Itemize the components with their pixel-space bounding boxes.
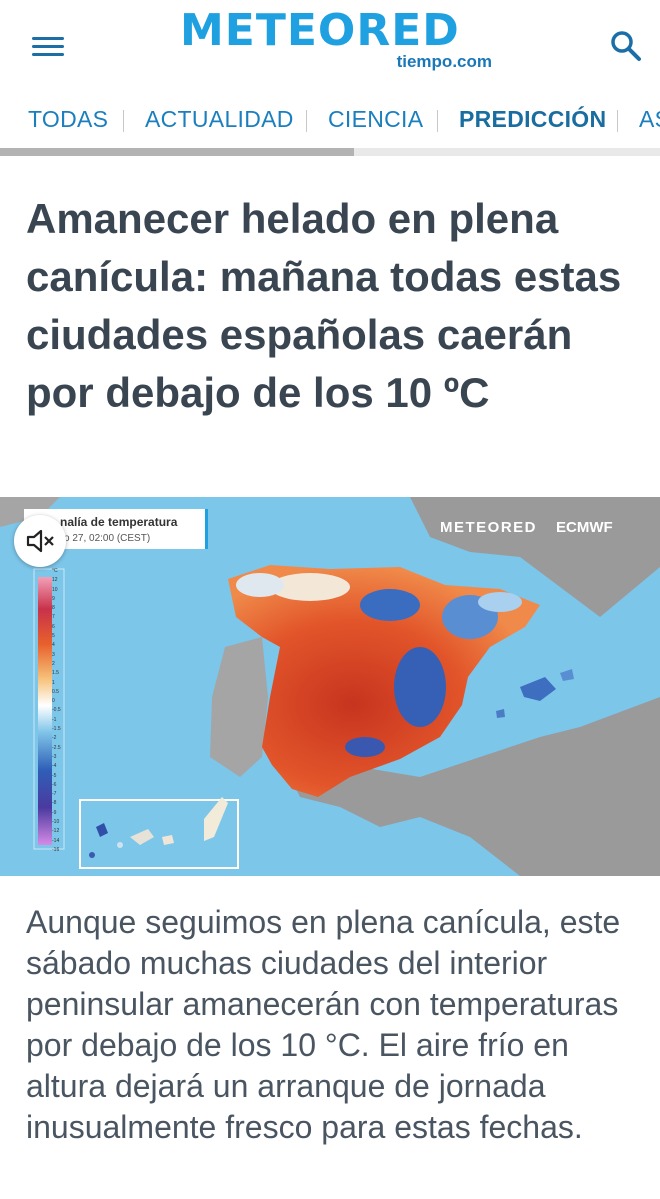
logo-wordmark: METEORED bbox=[180, 5, 460, 56]
nav-divider bbox=[617, 110, 618, 132]
legend-tick-label: 12 bbox=[52, 577, 58, 584]
logo-subdomain: tiempo.com bbox=[396, 52, 492, 71]
legend-unit: °C bbox=[52, 568, 58, 574]
nav-divider bbox=[437, 110, 438, 132]
legend-tick-label: 0 bbox=[52, 698, 55, 705]
nav-divider bbox=[123, 110, 124, 132]
nav-divider bbox=[306, 110, 307, 132]
legend-tick-label: -2 bbox=[52, 735, 57, 742]
site-header: METEORED tiempo.com bbox=[0, 0, 660, 92]
legend-tick-label: -3 bbox=[52, 753, 57, 760]
legend-tick-label: -12 bbox=[52, 828, 60, 835]
article-lead: Aunque seguimos en plena canícula, este … bbox=[26, 904, 621, 1145]
legend-tick-label: 7 bbox=[52, 614, 55, 621]
nav-scrollbar[interactable] bbox=[0, 148, 354, 156]
legend-tick-label: -10 bbox=[52, 819, 60, 826]
legend-tick-label: 1 bbox=[52, 679, 55, 686]
site-logo[interactable]: METEORED tiempo.com bbox=[178, 6, 498, 76]
legend-tick-label: -1 bbox=[52, 716, 57, 723]
article-title: Amanecer helado en plena canícula: mañan… bbox=[26, 195, 622, 416]
legend-tick-label: -1.5 bbox=[52, 726, 61, 733]
mute-button[interactable] bbox=[14, 515, 66, 567]
legend-tick-label: -0.5 bbox=[52, 707, 61, 714]
legend-tick-label: -9 bbox=[52, 809, 57, 816]
map-brand-meteored: METEORED bbox=[440, 519, 538, 536]
legend-tick-label: 4 bbox=[52, 642, 55, 649]
tab-astronomia[interactable]: AS bbox=[639, 106, 660, 132]
hamburger-menu-icon[interactable] bbox=[28, 30, 68, 62]
search-icon[interactable] bbox=[608, 28, 644, 64]
legend-tick-label: 9 bbox=[52, 595, 55, 602]
legend-tick-label: -5 bbox=[52, 772, 57, 779]
legend-tick-label: 1.5 bbox=[52, 670, 59, 677]
tab-todas[interactable]: TODAS bbox=[28, 106, 109, 132]
legend-tick-label: -7 bbox=[52, 791, 57, 798]
map-legend-labels: °C 12 10 9 8 7 6 5 4 3 2 1.5 1 0.5 0 -0.5 -1 -1.5 -2 -2.5 -3… bbox=[52, 567, 66, 853]
map-caption-date: o 27, 02:00 (CEST) bbox=[64, 533, 151, 544]
legend-tick-label: 2 bbox=[52, 660, 55, 667]
temperature-anomaly-map[interactable]: nalía de temperatura o 27, 02:00 (CEST) … bbox=[0, 497, 660, 876]
map-graphic bbox=[0, 497, 660, 876]
legend-tick-label: 10 bbox=[52, 586, 58, 593]
legend-tick-label: -6 bbox=[52, 781, 57, 788]
legend-tick-label: 0.5 bbox=[52, 688, 59, 695]
legend-tick-label: -8 bbox=[52, 800, 57, 807]
legend-tick-label: 6 bbox=[52, 623, 55, 630]
speaker-muted-icon bbox=[26, 529, 54, 553]
map-brand-ecmwf: ECMWF bbox=[556, 519, 613, 536]
legend-tick-label: 8 bbox=[52, 605, 55, 612]
legend-tick-label: -4 bbox=[52, 763, 57, 770]
legend-tick-label: 5 bbox=[52, 633, 55, 640]
tab-actualidad[interactable]: ACTUALIDAD bbox=[145, 106, 294, 132]
category-nav: TODAS ACTUALIDAD CIENCIA PREDICCIÓN AS bbox=[0, 96, 660, 144]
legend-tick-label: -2.5 bbox=[52, 744, 61, 751]
legend-tick-label: -16 bbox=[52, 846, 60, 853]
legend-tick-label: 3 bbox=[52, 651, 55, 658]
tab-ciencia[interactable]: CIENCIA bbox=[328, 106, 424, 132]
map-caption-title: nalía de temperatura bbox=[60, 515, 178, 529]
tab-prediccion[interactable]: PREDICCIÓN bbox=[459, 106, 607, 132]
legend-tick-label: -14 bbox=[52, 837, 60, 844]
